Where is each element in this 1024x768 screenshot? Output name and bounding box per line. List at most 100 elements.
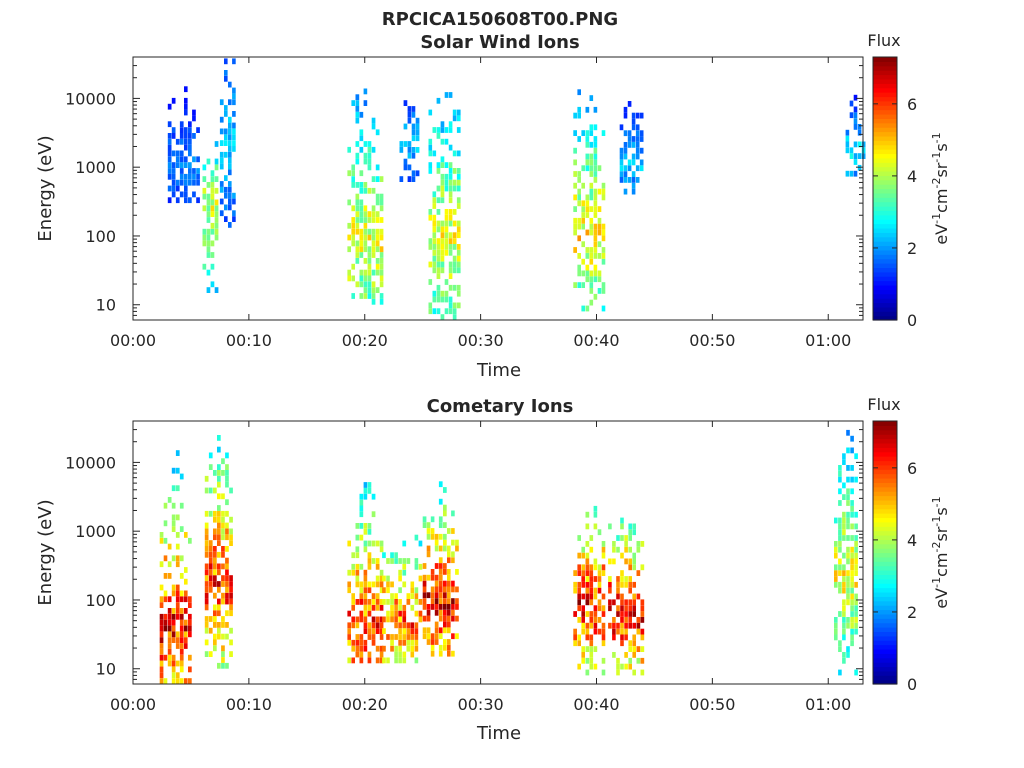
data-cell (221, 493, 225, 500)
data-cell (854, 581, 858, 588)
data-cell (436, 133, 441, 139)
data-cell (426, 528, 431, 534)
data-cell (628, 558, 632, 565)
data-cell (371, 240, 376, 247)
data-cell (202, 164, 207, 171)
data-cell (438, 609, 443, 616)
data-cell (624, 663, 628, 670)
data-cell (426, 627, 431, 634)
data-cell (639, 130, 644, 137)
data-cell (422, 522, 427, 528)
data-cell (184, 173, 188, 180)
data-cell (402, 540, 407, 547)
colorbar-segment (873, 482, 897, 488)
data-cell (585, 247, 590, 253)
data-cell (619, 165, 624, 172)
data-cell (363, 581, 368, 588)
data-cell (179, 526, 184, 532)
data-cell (179, 648, 184, 655)
unit-part: -1 (930, 132, 943, 143)
data-cell (627, 101, 632, 107)
data-cell (355, 240, 360, 247)
data-cell (351, 228, 355, 235)
data-cell (217, 551, 221, 558)
y-tick-label: 10000 (65, 89, 116, 108)
data-cell (184, 162, 188, 168)
data-cell (428, 308, 433, 315)
data-cell (632, 669, 636, 676)
data-cell (208, 551, 213, 558)
data-cell (351, 263, 355, 270)
data-cell (438, 545, 443, 552)
data-cell (351, 217, 355, 223)
data-cell (451, 539, 455, 546)
data-cell (452, 261, 457, 268)
data-cell (229, 581, 233, 587)
data-cell (204, 592, 209, 599)
data-cell (443, 504, 447, 511)
data-cell (355, 563, 360, 570)
data-cell (426, 522, 431, 528)
data-cell (581, 282, 585, 288)
colorbar-segment (873, 192, 897, 198)
data-cell (414, 628, 419, 634)
data-cell (440, 226, 445, 233)
data-cell (838, 523, 842, 530)
data-cell (838, 488, 842, 495)
data-cell (597, 165, 602, 172)
data-cell (214, 228, 219, 235)
data-cell (834, 546, 838, 553)
data-cell (179, 625, 184, 632)
data-cell (632, 552, 636, 559)
data-cell (422, 574, 427, 581)
data-cell (229, 487, 233, 494)
data-cell (854, 541, 858, 547)
data-cell (597, 581, 602, 588)
data-cell (411, 129, 416, 136)
data-cell (589, 188, 594, 195)
data-cell (440, 220, 445, 227)
data-cell (627, 136, 632, 142)
data-cell (440, 127, 445, 133)
data-cell (577, 235, 581, 242)
data-cell (593, 270, 598, 277)
data-cell (363, 604, 368, 611)
data-cell (188, 138, 192, 145)
data-cell (447, 644, 451, 651)
data-cell (443, 522, 447, 528)
data-cell (436, 255, 441, 262)
data-cell (219, 128, 224, 135)
data-cell (846, 570, 850, 576)
data-cell (363, 599, 368, 605)
data-cell (452, 302, 457, 309)
data-cell (845, 135, 850, 142)
data-cell (456, 232, 461, 239)
data-cell (612, 622, 616, 629)
data-cell (422, 580, 427, 587)
data-cell (225, 510, 229, 517)
data-cell (593, 171, 598, 177)
data-cell (184, 637, 188, 643)
data-cell (428, 162, 433, 168)
data-cell (577, 200, 581, 207)
data-cell (213, 639, 217, 646)
data-cell (624, 611, 628, 617)
data-cell (432, 191, 437, 198)
data-cell (206, 217, 211, 223)
colorbar-segment (873, 548, 897, 554)
colorbar-title: Flux (867, 395, 900, 414)
data-cell (842, 535, 846, 541)
data-cell (204, 540, 209, 546)
data-cell (232, 216, 236, 222)
data-cell (192, 115, 196, 122)
data-cell (371, 117, 376, 124)
data-cell (842, 459, 846, 465)
data-cell (623, 153, 628, 160)
data-cell (601, 288, 606, 294)
data-cell (593, 523, 598, 530)
data-cell (845, 141, 850, 148)
data-cell (390, 645, 394, 652)
data-cell (398, 645, 402, 652)
data-cell (171, 678, 176, 684)
data-cell (597, 570, 602, 576)
